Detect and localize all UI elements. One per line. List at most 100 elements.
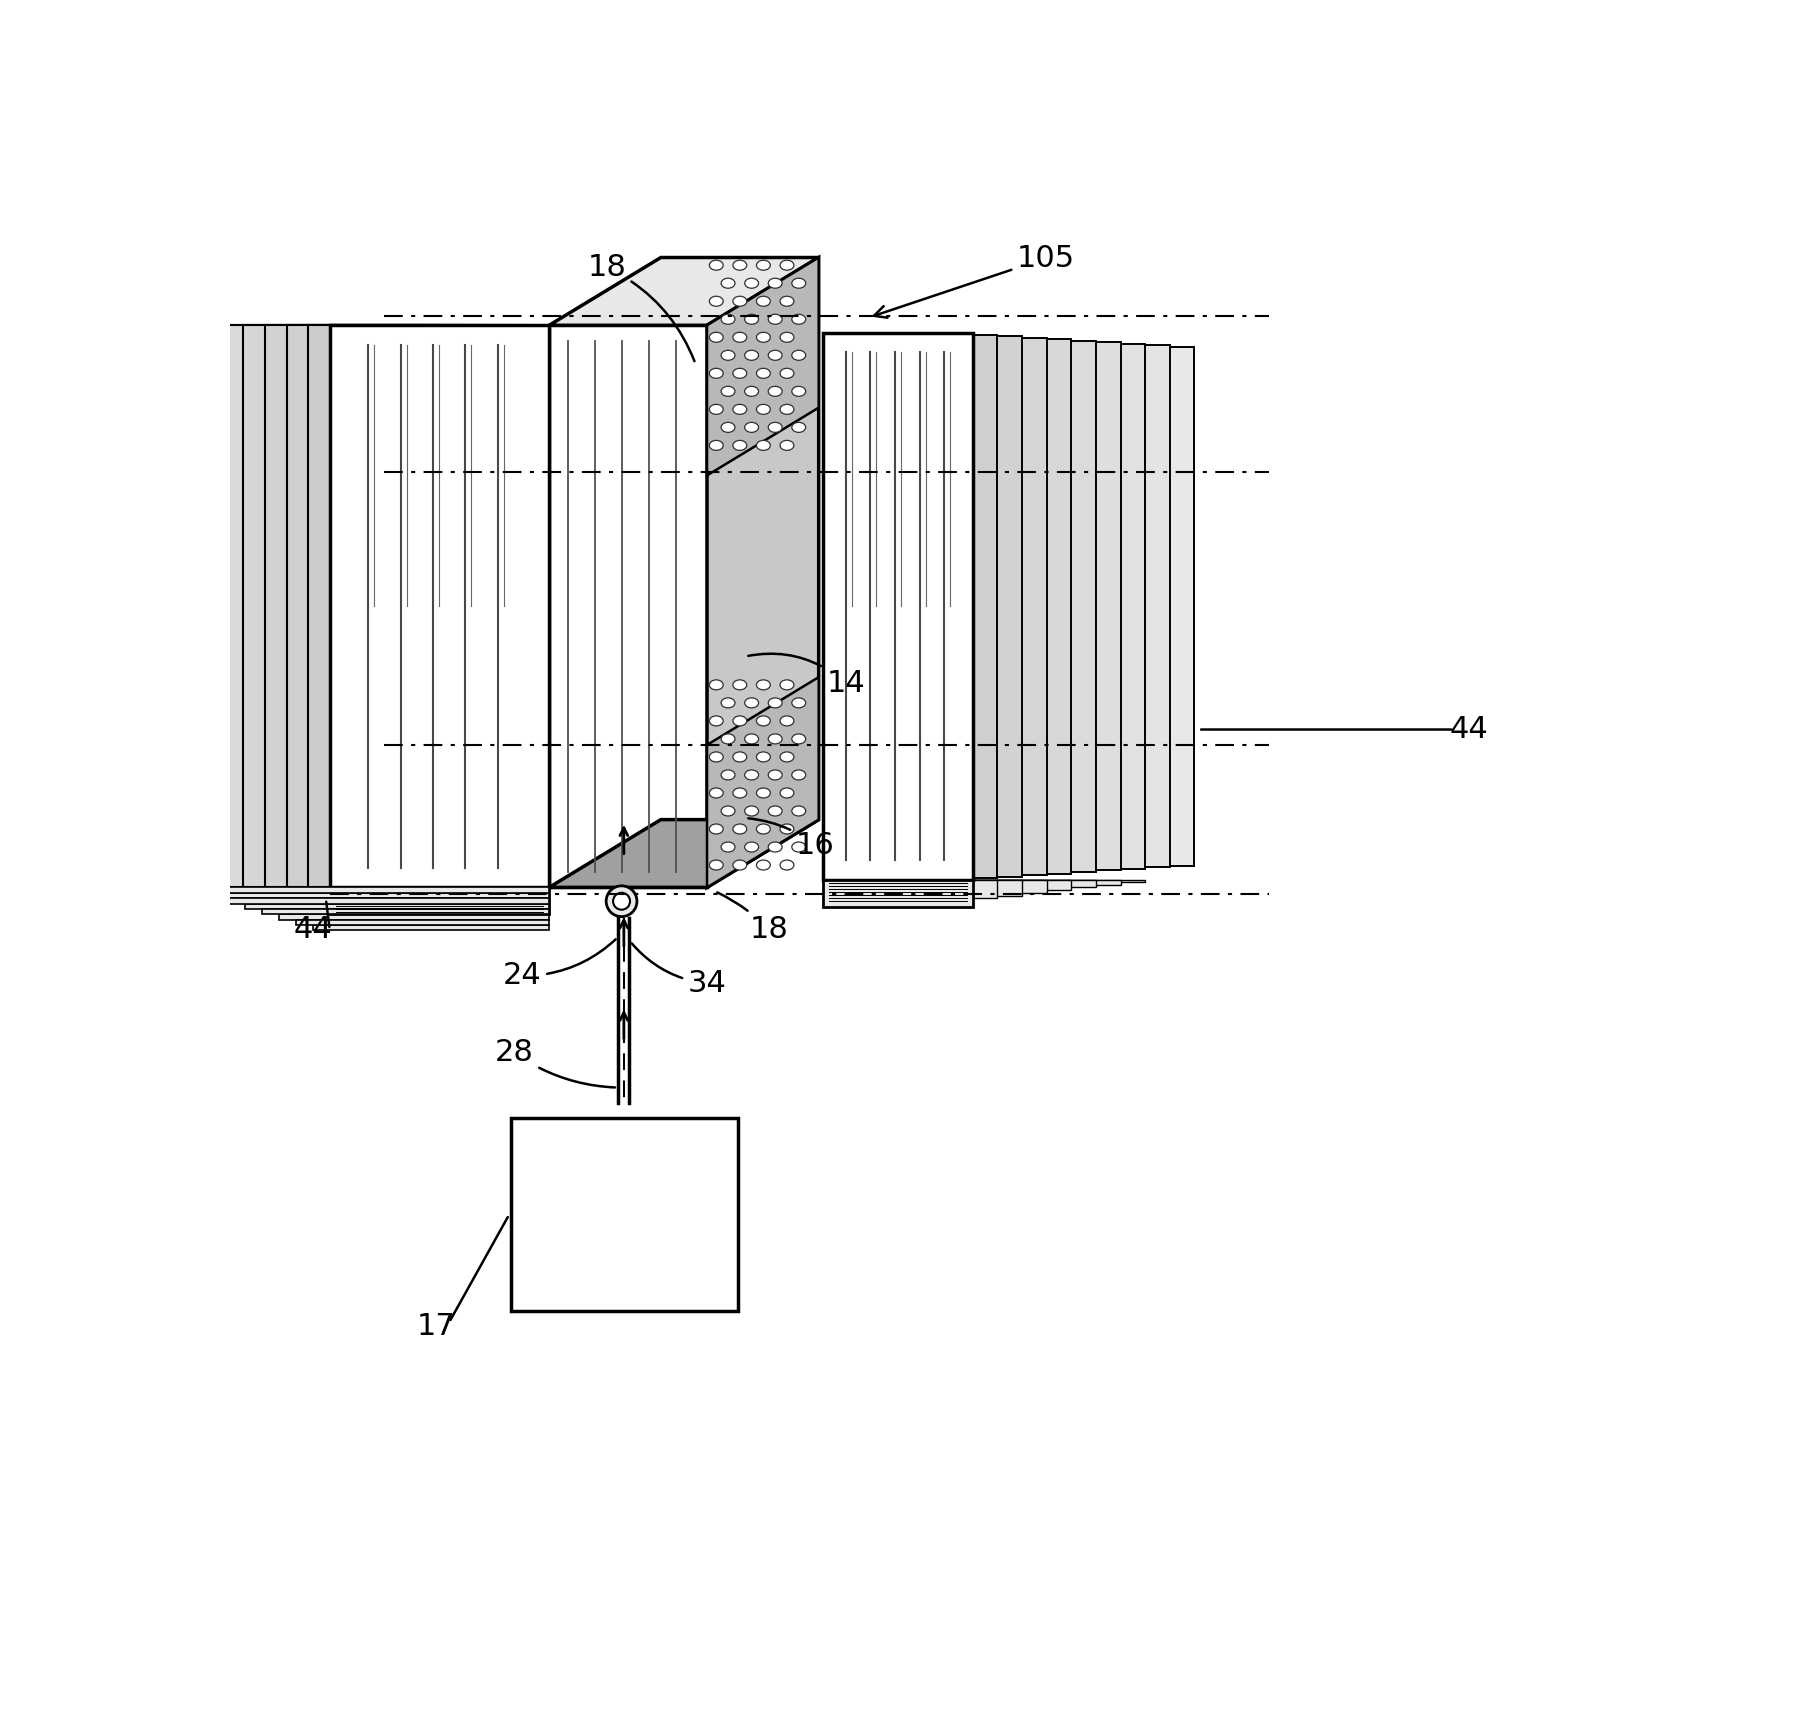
Ellipse shape (744, 278, 758, 288)
Ellipse shape (756, 405, 771, 414)
Ellipse shape (769, 807, 782, 817)
Ellipse shape (720, 386, 735, 396)
Text: 24: 24 (502, 939, 616, 990)
Ellipse shape (780, 297, 794, 305)
Ellipse shape (756, 752, 771, 762)
Ellipse shape (792, 278, 805, 288)
Bar (211, 892, 549, 897)
Bar (971, 880, 1120, 885)
Text: 18: 18 (587, 252, 695, 360)
Ellipse shape (733, 788, 747, 798)
Bar (195, 887, 549, 892)
Ellipse shape (733, 860, 747, 870)
Ellipse shape (769, 734, 782, 745)
Text: 16: 16 (747, 819, 834, 860)
Bar (872, 880, 1021, 896)
Ellipse shape (710, 261, 724, 269)
Ellipse shape (733, 261, 747, 269)
Ellipse shape (710, 860, 724, 870)
Ellipse shape (733, 297, 747, 305)
Ellipse shape (720, 698, 735, 709)
Bar (229, 897, 549, 904)
Ellipse shape (733, 752, 747, 762)
Polygon shape (222, 326, 441, 887)
Bar (994, 880, 1145, 882)
Bar (846, 880, 998, 897)
Ellipse shape (780, 333, 794, 341)
Ellipse shape (720, 278, 735, 288)
Text: 34: 34 (632, 944, 726, 999)
Ellipse shape (756, 297, 771, 305)
Ellipse shape (744, 770, 758, 781)
Ellipse shape (780, 441, 794, 450)
Ellipse shape (733, 716, 747, 726)
Bar (295, 920, 549, 925)
Polygon shape (549, 257, 819, 326)
Ellipse shape (720, 422, 735, 432)
Ellipse shape (792, 386, 805, 396)
Ellipse shape (780, 680, 794, 690)
Bar (330, 887, 549, 915)
Ellipse shape (710, 369, 724, 378)
Bar (946, 880, 1095, 887)
Ellipse shape (744, 314, 758, 324)
Bar (245, 904, 549, 909)
Text: 18: 18 (717, 892, 789, 944)
Polygon shape (946, 341, 1095, 872)
Ellipse shape (769, 386, 782, 396)
Polygon shape (243, 326, 463, 887)
Polygon shape (708, 678, 819, 887)
Bar (279, 915, 549, 920)
Ellipse shape (710, 824, 724, 834)
Ellipse shape (720, 350, 735, 360)
Ellipse shape (710, 405, 724, 414)
Text: 105: 105 (873, 244, 1075, 317)
Ellipse shape (710, 716, 724, 726)
Bar (897, 880, 1046, 892)
Polygon shape (330, 326, 549, 887)
Ellipse shape (733, 824, 747, 834)
Text: 44: 44 (1450, 716, 1489, 745)
Circle shape (607, 885, 638, 916)
Ellipse shape (780, 788, 794, 798)
Ellipse shape (744, 734, 758, 745)
Ellipse shape (710, 680, 724, 690)
Ellipse shape (769, 314, 782, 324)
Polygon shape (1019, 345, 1171, 867)
Polygon shape (920, 340, 1072, 873)
Ellipse shape (733, 441, 747, 450)
Bar (511, 1119, 738, 1311)
Text: 44: 44 (294, 915, 331, 944)
Ellipse shape (780, 824, 794, 834)
Polygon shape (549, 820, 819, 887)
Ellipse shape (756, 824, 771, 834)
Ellipse shape (756, 680, 771, 690)
Ellipse shape (710, 441, 724, 450)
Ellipse shape (744, 350, 758, 360)
Ellipse shape (756, 716, 771, 726)
Ellipse shape (792, 770, 805, 781)
Polygon shape (994, 343, 1145, 868)
Polygon shape (200, 326, 420, 887)
Ellipse shape (720, 314, 735, 324)
Polygon shape (549, 326, 708, 887)
Ellipse shape (733, 680, 747, 690)
Ellipse shape (720, 843, 735, 853)
Ellipse shape (710, 788, 724, 798)
Ellipse shape (756, 369, 771, 378)
Ellipse shape (792, 422, 805, 432)
Ellipse shape (780, 752, 794, 762)
Ellipse shape (756, 441, 771, 450)
Ellipse shape (769, 278, 782, 288)
Ellipse shape (792, 734, 805, 745)
Ellipse shape (710, 297, 724, 305)
Ellipse shape (756, 333, 771, 341)
Polygon shape (708, 257, 819, 887)
Polygon shape (308, 326, 528, 887)
Ellipse shape (792, 807, 805, 817)
Ellipse shape (792, 314, 805, 324)
Ellipse shape (780, 405, 794, 414)
Circle shape (612, 892, 630, 909)
Ellipse shape (780, 369, 794, 378)
Ellipse shape (792, 698, 805, 709)
